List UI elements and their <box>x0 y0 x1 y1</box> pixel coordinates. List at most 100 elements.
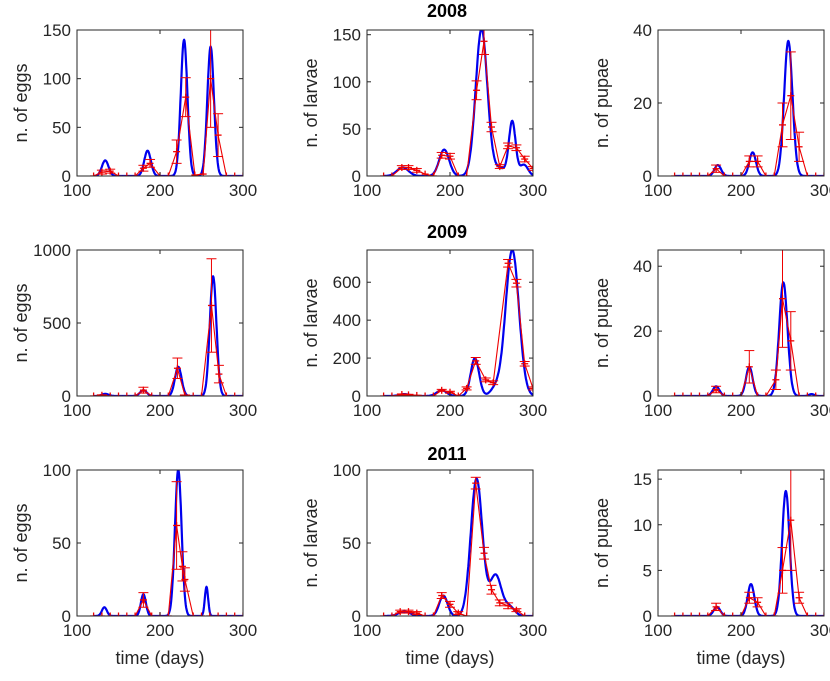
y-tick-label: 20 <box>633 94 652 113</box>
year-title-2009: 2009 <box>427 222 467 242</box>
model-curve <box>382 250 533 396</box>
x-tick-label: 100 <box>644 401 672 420</box>
x-tick-label: 300 <box>519 401 547 420</box>
x-tick-label: 300 <box>810 621 830 640</box>
panel-1: 100 200 300 0 50 100 150 n. of eggs <box>11 21 257 200</box>
x-tick-label: 200 <box>727 401 755 420</box>
y-tick-label: 400 <box>333 311 361 330</box>
y-tick-label: 200 <box>333 349 361 368</box>
y-tick-label: 50 <box>342 534 361 553</box>
panel-5: 100 200 300 0 200 400 600 n. of larvae <box>301 249 547 420</box>
x-tick-label: 300 <box>519 621 547 640</box>
y-axis-label: n. of pupae <box>592 278 612 368</box>
x-tick-label: 200 <box>146 181 174 200</box>
x-tick-label: 100 <box>63 621 91 640</box>
model-curve <box>382 477 533 616</box>
y-tick-label: 150 <box>43 21 71 40</box>
y-tick-label: 50 <box>52 118 71 137</box>
observed-points <box>380 476 533 616</box>
model-curve <box>382 30 533 176</box>
x-tick-label: 100 <box>63 401 91 420</box>
y-tick-label: 600 <box>333 273 361 292</box>
y-axis-label: n. of larvae <box>301 498 321 587</box>
observed-line <box>383 41 533 176</box>
observed-line <box>93 525 243 616</box>
x-tick-label: 200 <box>727 621 755 640</box>
y-tick-label: 50 <box>52 534 71 553</box>
x-tick-label: 100 <box>63 181 91 200</box>
y-axis-label: n. of pupae <box>592 58 612 148</box>
panel-6: 100 200 300 0 20 40 n. of pupae <box>592 249 830 420</box>
observed-points <box>380 258 533 396</box>
y-tick-label: 0 <box>643 387 652 406</box>
x-tick-label: 100 <box>353 401 381 420</box>
x-axis-label: time (days) <box>115 648 204 668</box>
y-tick-label: 50 <box>342 120 361 139</box>
y-tick-label: 0 <box>643 607 652 626</box>
x-tick-label: 300 <box>229 621 257 640</box>
y-tick-label: 0 <box>352 167 361 186</box>
observed-points <box>671 250 824 396</box>
y-tick-label: 20 <box>633 322 652 341</box>
observed-line <box>383 483 533 616</box>
model-curve <box>92 470 243 616</box>
panel-2: 100 200 300 0 50 100 150 n. of larvae <box>301 26 547 200</box>
x-axis-label: time (days) <box>696 648 785 668</box>
y-tick-label: 10 <box>633 516 652 535</box>
observed-points <box>90 481 243 616</box>
model-curve <box>92 38 243 176</box>
observed-points <box>90 258 243 396</box>
x-tick-label: 300 <box>810 401 830 420</box>
x-tick-label: 300 <box>229 401 257 420</box>
x-tick-label: 200 <box>436 181 464 200</box>
y-tick-label: 100 <box>333 73 361 92</box>
x-tick-label: 200 <box>436 401 464 420</box>
y-axis-label: n. of pupae <box>592 498 612 588</box>
y-tick-label: 0 <box>643 167 652 186</box>
observed-points <box>671 51 824 176</box>
x-tick-label: 200 <box>436 621 464 640</box>
observed-points <box>380 30 533 176</box>
axes-box <box>366 469 534 617</box>
panel-3: 100 200 300 0 20 40 n. of pupae <box>592 21 830 200</box>
panel-7: 100 200 300 0 50 100 n. of eggs time (days) <box>11 461 257 668</box>
y-tick-label: 100 <box>43 461 71 480</box>
y-axis-label: n. of larvae <box>301 58 321 147</box>
y-tick-label: 5 <box>643 561 652 580</box>
y-axis-label: n. of eggs <box>11 283 31 362</box>
y-tick-label: 40 <box>633 257 652 276</box>
x-tick-label: 100 <box>644 621 672 640</box>
x-tick-label: 200 <box>146 401 174 420</box>
y-axis-label: n. of larvae <box>301 278 321 367</box>
y-axis-label: n. of eggs <box>11 63 31 142</box>
panel-8: 100 200 300 0 50 100 n. of larvae time (days) <box>301 461 547 668</box>
x-tick-label: 300 <box>810 181 830 200</box>
x-tick-label: 200 <box>727 181 755 200</box>
y-tick-label: 1000 <box>33 241 71 260</box>
year-title-2008: 2008 <box>427 1 467 21</box>
y-tick-label: 100 <box>43 70 71 89</box>
y-tick-label: 0 <box>62 607 71 626</box>
x-tick-label: 100 <box>353 181 381 200</box>
observed-points <box>671 470 824 616</box>
y-axis-label: n. of eggs <box>11 503 31 582</box>
y-tick-label: 500 <box>43 314 71 333</box>
y-tick-label: 0 <box>62 387 71 406</box>
x-tick-label: 100 <box>644 181 672 200</box>
axes-box <box>657 249 825 397</box>
panel-4: 100 200 300 0 500 1000 n. of eggs <box>11 241 257 420</box>
observed-points <box>90 30 243 176</box>
x-tick-label: 100 <box>353 621 381 640</box>
y-tick-label: 100 <box>333 461 361 480</box>
axes-box <box>76 469 244 617</box>
y-tick-label: 150 <box>333 26 361 45</box>
y-tick-label: 0 <box>62 167 71 186</box>
x-tick-label: 300 <box>519 181 547 200</box>
y-tick-label: 15 <box>633 470 652 489</box>
y-tick-label: 0 <box>352 607 361 626</box>
y-tick-label: 0 <box>352 387 361 406</box>
year-title-2011: 2011 <box>427 444 466 464</box>
x-tick-label: 300 <box>229 181 257 200</box>
